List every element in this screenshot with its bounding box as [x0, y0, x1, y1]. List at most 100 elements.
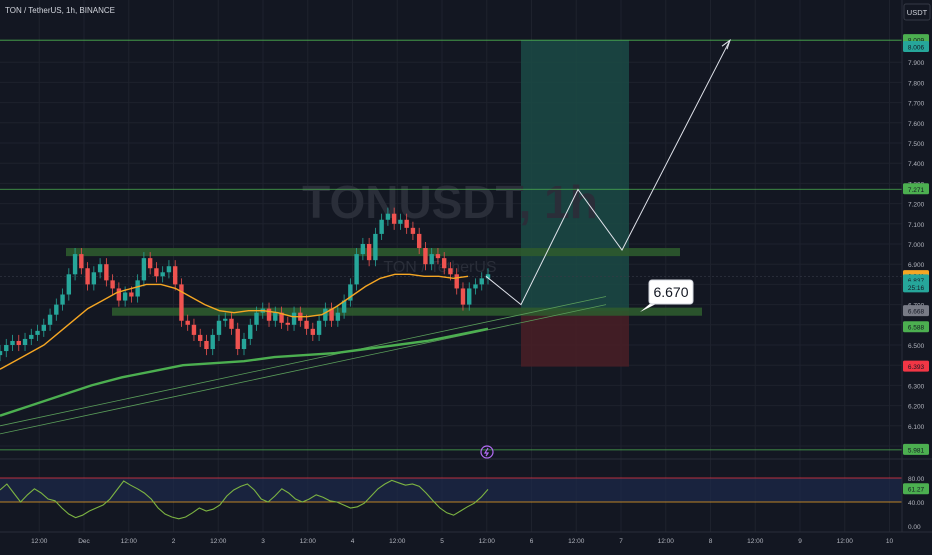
trendline-lower: [0, 304, 607, 435]
candle-body: [429, 254, 434, 265]
candle-body: [423, 248, 428, 265]
candle-body: [172, 266, 178, 285]
y-tick-label: 7.000: [908, 242, 925, 249]
candle-body: [91, 272, 97, 285]
candle-body: [485, 274, 491, 279]
candle-body: [235, 328, 240, 350]
currency-button[interactable]: USDT: [903, 3, 931, 21]
x-tick-label: 2: [172, 538, 176, 545]
level-tag: [903, 281, 929, 293]
candle-body: [135, 280, 140, 297]
candle-body: [335, 312, 341, 321]
level-tag: [903, 305, 929, 317]
y-tick-label: 7.100: [908, 222, 925, 229]
candle-body: [116, 288, 122, 301]
candle-body: [60, 294, 65, 305]
y-tick-label: 7.900: [908, 60, 925, 67]
candle-body: [373, 233, 378, 261]
candle-body: [404, 219, 409, 228]
x-tick-label: 12:00: [31, 538, 48, 545]
callout-box: [648, 279, 694, 305]
candle-body: [147, 258, 153, 269]
candle-body: [248, 324, 253, 339]
level-tag-label: 25:16: [908, 285, 925, 292]
candle-body: [166, 266, 172, 273]
candle-body: [204, 340, 209, 350]
candle-body: [448, 268, 453, 275]
x-tick-label: 7: [619, 538, 623, 545]
level-tag-label: 7.271: [908, 187, 925, 194]
candle-body: [47, 314, 53, 325]
candle-body: [366, 244, 372, 261]
candle-body: [104, 264, 109, 281]
candle-body: [97, 264, 103, 273]
level-tag: [903, 321, 929, 333]
rsi-line: [0, 479, 489, 520]
candle-body: [291, 312, 297, 325]
candle-body: [354, 254, 359, 285]
candle-body: [454, 274, 459, 289]
candle-body: [241, 338, 247, 350]
candle-body: [16, 340, 21, 345]
entry-callout[interactable]: 6.670: [640, 279, 694, 312]
target-zone: [521, 40, 629, 311]
y-tick-label: 7.800: [908, 80, 925, 87]
x-tick-label: 12:00: [121, 538, 138, 545]
x-tick-label: 9: [798, 538, 802, 545]
level-tag: [903, 360, 929, 372]
rsi-tick-label: 80.00: [908, 476, 925, 483]
candle-body: [473, 284, 478, 289]
candle-body: [460, 288, 466, 305]
y-tick-label: 7.700: [908, 101, 925, 108]
level-lines: [0, 39, 902, 451]
candle-body: [210, 334, 215, 350]
rsi-band: [0, 478, 902, 502]
candle-body: [442, 258, 447, 269]
x-tick-label: 12:00: [658, 538, 675, 545]
candle-body: [41, 324, 46, 331]
x-tick-label: 5: [440, 538, 444, 545]
y-tick-label: 6.500: [908, 343, 925, 350]
candle-body: [391, 213, 397, 224]
level-tag-label: 8.006: [908, 45, 925, 52]
y-tick-label: 6.900: [908, 262, 925, 269]
candle-body: [223, 318, 228, 321]
x-tick-label: 12:00: [747, 538, 764, 545]
rsi-axis[interactable]: 80.00 40.00 0.00 61.27: [903, 476, 929, 531]
candle-body: [66, 274, 72, 295]
x-tick-label: 10: [886, 538, 894, 545]
candle-body: [410, 227, 416, 234]
level-tag-label: 6.588: [908, 325, 925, 332]
watermark-symbol: TONUSDT, 1h: [302, 176, 598, 228]
candle-body: [316, 320, 322, 335]
candle-body: [266, 308, 272, 321]
candle-body: [435, 254, 441, 259]
candle-body: [360, 244, 366, 255]
candle-body: [304, 320, 309, 329]
candle-body: [85, 268, 90, 285]
y-tick-label: 7.600: [908, 121, 925, 128]
y-tick-label: 6.200: [908, 404, 925, 411]
candle-body: [141, 258, 147, 281]
resistance-zone: [66, 248, 680, 257]
candle-body: [54, 304, 59, 315]
candle-body: [385, 213, 391, 220]
candle-body: [310, 328, 316, 335]
level-tag: [903, 443, 929, 455]
chart-title: TON / TetherUS, 1h, BINANCE: [5, 6, 115, 15]
level-tag-label: 5.981: [908, 447, 925, 454]
currency-label: USDT: [907, 8, 928, 17]
y-tick-label: 6.300: [908, 383, 925, 390]
lightning-icon[interactable]: [480, 445, 494, 459]
x-tick-label: 3: [261, 538, 265, 545]
x-tick-label: Dec: [78, 538, 90, 545]
x-tick-label: 12:00: [300, 538, 317, 545]
level-tag: [903, 41, 929, 53]
y-tick-label: 7.400: [908, 161, 925, 168]
trendline-upper: [0, 296, 607, 427]
level-tag: [903, 183, 929, 195]
candle-body: [72, 254, 78, 275]
time-axis[interactable]: 12:00 Dec 12:00 2 12:00 3 12:00 4 12:00 5 12:00 6 12…: [31, 538, 893, 545]
